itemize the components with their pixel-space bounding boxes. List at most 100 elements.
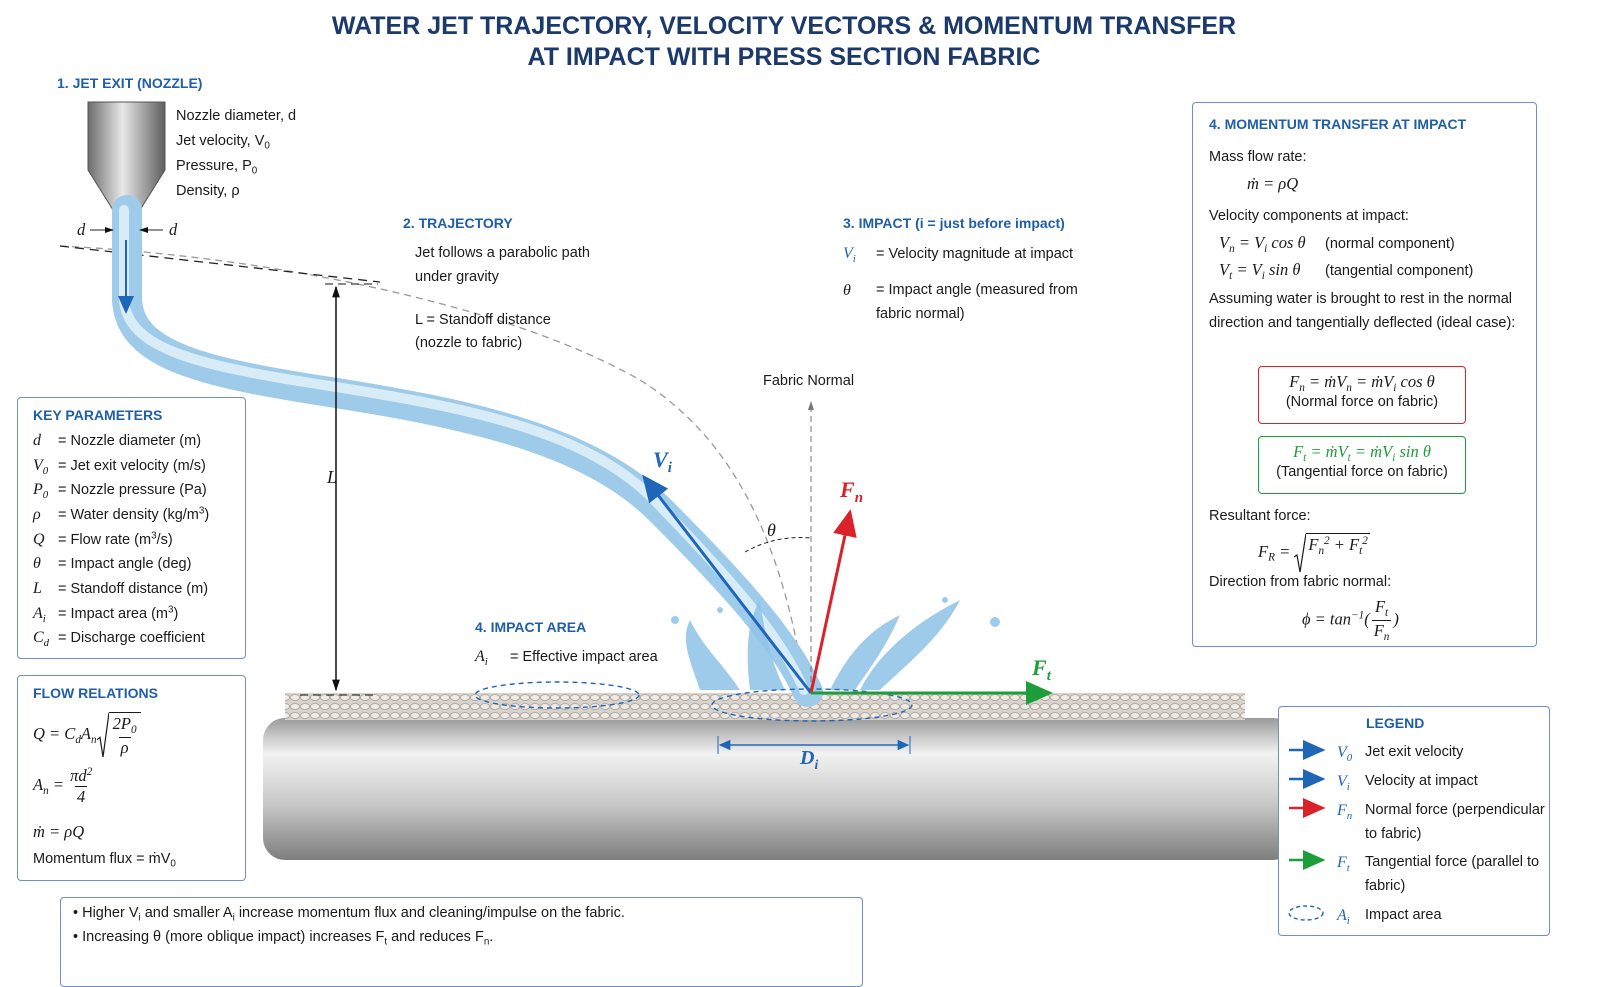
legend-text: Jet exit velocity (1365, 741, 1463, 770)
subscript: i (853, 253, 856, 265)
description: = Jet exit velocity (m/s) (58, 458, 206, 474)
trajectory-text: under gravity (415, 269, 499, 285)
momentum-text: Assuming water is brought to rest in the… (1209, 291, 1516, 331)
text-run: F (1374, 597, 1386, 616)
fraction: 2P0 ρ (113, 714, 137, 758)
description: = Impact area (m3) (58, 604, 178, 622)
text-run: Q (33, 530, 45, 548)
component-row: Vn = Vi cos θ (normal component) (1219, 233, 1455, 256)
text-run: F (840, 477, 855, 502)
subscript: n (1347, 810, 1352, 822)
parameter-row: ρ = Water density (kg/m3) (33, 506, 209, 524)
text-run: i (42, 612, 46, 625)
text-run: F (1308, 535, 1319, 555)
text-run: = ṁV (1350, 442, 1393, 461)
description: = Flow rate (m3/s) (58, 530, 173, 548)
fn-label: Fn (840, 477, 863, 507)
equation: Momentum flux = ṁV0 (33, 851, 176, 870)
box-heading: KEY PARAMETERS (33, 407, 163, 423)
equation: An = πd2 4 (33, 766, 94, 807)
vi-label: Vi (653, 447, 672, 477)
subscript: i (1347, 781, 1350, 793)
subscript: i (233, 912, 235, 923)
text-run: D (800, 747, 815, 769)
subscript: d (44, 637, 49, 649)
subscript: t (1359, 545, 1362, 557)
text-run: P (33, 481, 43, 499)
text-run: n (1229, 242, 1235, 255)
text-run: 0 (1346, 751, 1353, 764)
text-run: = Impact area (m (58, 605, 168, 622)
description: = Nozzle pressure (Pa) (58, 482, 207, 498)
text-run: 2P (112, 714, 131, 733)
symbol: d (33, 432, 58, 450)
water-jet-highlight (119, 205, 809, 695)
splash-drop (685, 620, 740, 690)
text-run: ) (204, 507, 210, 524)
equation: Vt = Vi sin θ (1219, 260, 1325, 283)
flow-relations-box (17, 675, 246, 881)
note: • Increasing θ (more oblique impact) inc… (73, 929, 493, 948)
symbol: Ai (33, 605, 58, 625)
nozzle (87, 101, 166, 211)
text-run: A (33, 775, 44, 795)
momentum-text: Mass flow rate: (1209, 149, 1307, 165)
text-run: i (1261, 269, 1265, 282)
text-run: A (475, 648, 485, 665)
symbol: Cd (33, 629, 58, 649)
dim-label: d (77, 220, 86, 239)
subscript: i (139, 912, 141, 923)
text-run: t (1347, 451, 1351, 464)
symbol: θ (33, 555, 58, 573)
note: (Tangential force on fabric) (1276, 463, 1448, 480)
text-run: sin θ (1395, 442, 1431, 461)
text-run: 0 (264, 140, 270, 152)
text-run: R (1268, 551, 1275, 564)
legend-item: Vi Velocity at impact (1337, 770, 1547, 799)
text-run: cos θ (1396, 372, 1435, 391)
text-run: ρ (120, 738, 129, 758)
dim-label: d (169, 220, 178, 239)
radical-sign (97, 712, 109, 758)
impact-row: Vi = Velocity magnitude at impact (843, 245, 1073, 265)
text-run: Pressure, P (176, 158, 252, 174)
text-run: θ (843, 282, 851, 299)
text-run: = Nozzle diameter (m) (58, 433, 202, 449)
superscript: 2 (87, 766, 93, 778)
text-run: ϕ = tan (1302, 609, 1352, 629)
text-run: −1 (1351, 609, 1365, 622)
subscript: t (1047, 668, 1051, 684)
text-run: Velocity at impact (1365, 773, 1478, 789)
subscript: 0 (264, 140, 269, 151)
ft-label: Ft (1032, 655, 1051, 685)
section-heading: 2. TRAJECTORY (403, 215, 513, 231)
normal-force-box: Fn = ṁVn = ṁVi cos θ (Normal force on fa… (1258, 366, 1466, 424)
subscript: i (1393, 382, 1396, 394)
text-run: θ (33, 555, 41, 572)
superscript: −1 (1351, 610, 1364, 622)
text-run: V (33, 456, 43, 474)
description: = Impact angle (deg) (58, 556, 191, 572)
equation: ṁ = ρQ (33, 822, 84, 842)
text-run: V (1219, 260, 1230, 279)
parameter-row: Ai = Impact area (m3) (33, 604, 178, 624)
subscript: 0 (43, 464, 48, 476)
text-run: n (43, 785, 49, 798)
text-run: F (1032, 655, 1047, 680)
subscript: t (1303, 452, 1306, 464)
text-run: = ṁV (1351, 372, 1394, 391)
title: WATER JET TRAJECTORY, VELOCITY VECTORS &… (331, 12, 1237, 40)
subscript: 0 (1347, 752, 1352, 764)
symbol: θ (843, 279, 876, 326)
legend-symbol: Fn (1337, 799, 1365, 846)
text-run: • Increasing θ (more oblique impact) inc… (73, 929, 385, 945)
splash-drop (860, 600, 960, 690)
text-run: increase momentum flux and cleaning/impu… (234, 905, 625, 921)
subscript: i (1264, 243, 1267, 255)
impact-row: θ = Impact angle (measured from fabric no… (843, 279, 1103, 326)
text-run: = Flow rate (m (58, 531, 152, 548)
text-run: t (1385, 606, 1389, 619)
subscript: n (1299, 382, 1305, 394)
text-run: Density, ρ (176, 183, 240, 199)
text-run: = ṁV (1304, 372, 1347, 391)
